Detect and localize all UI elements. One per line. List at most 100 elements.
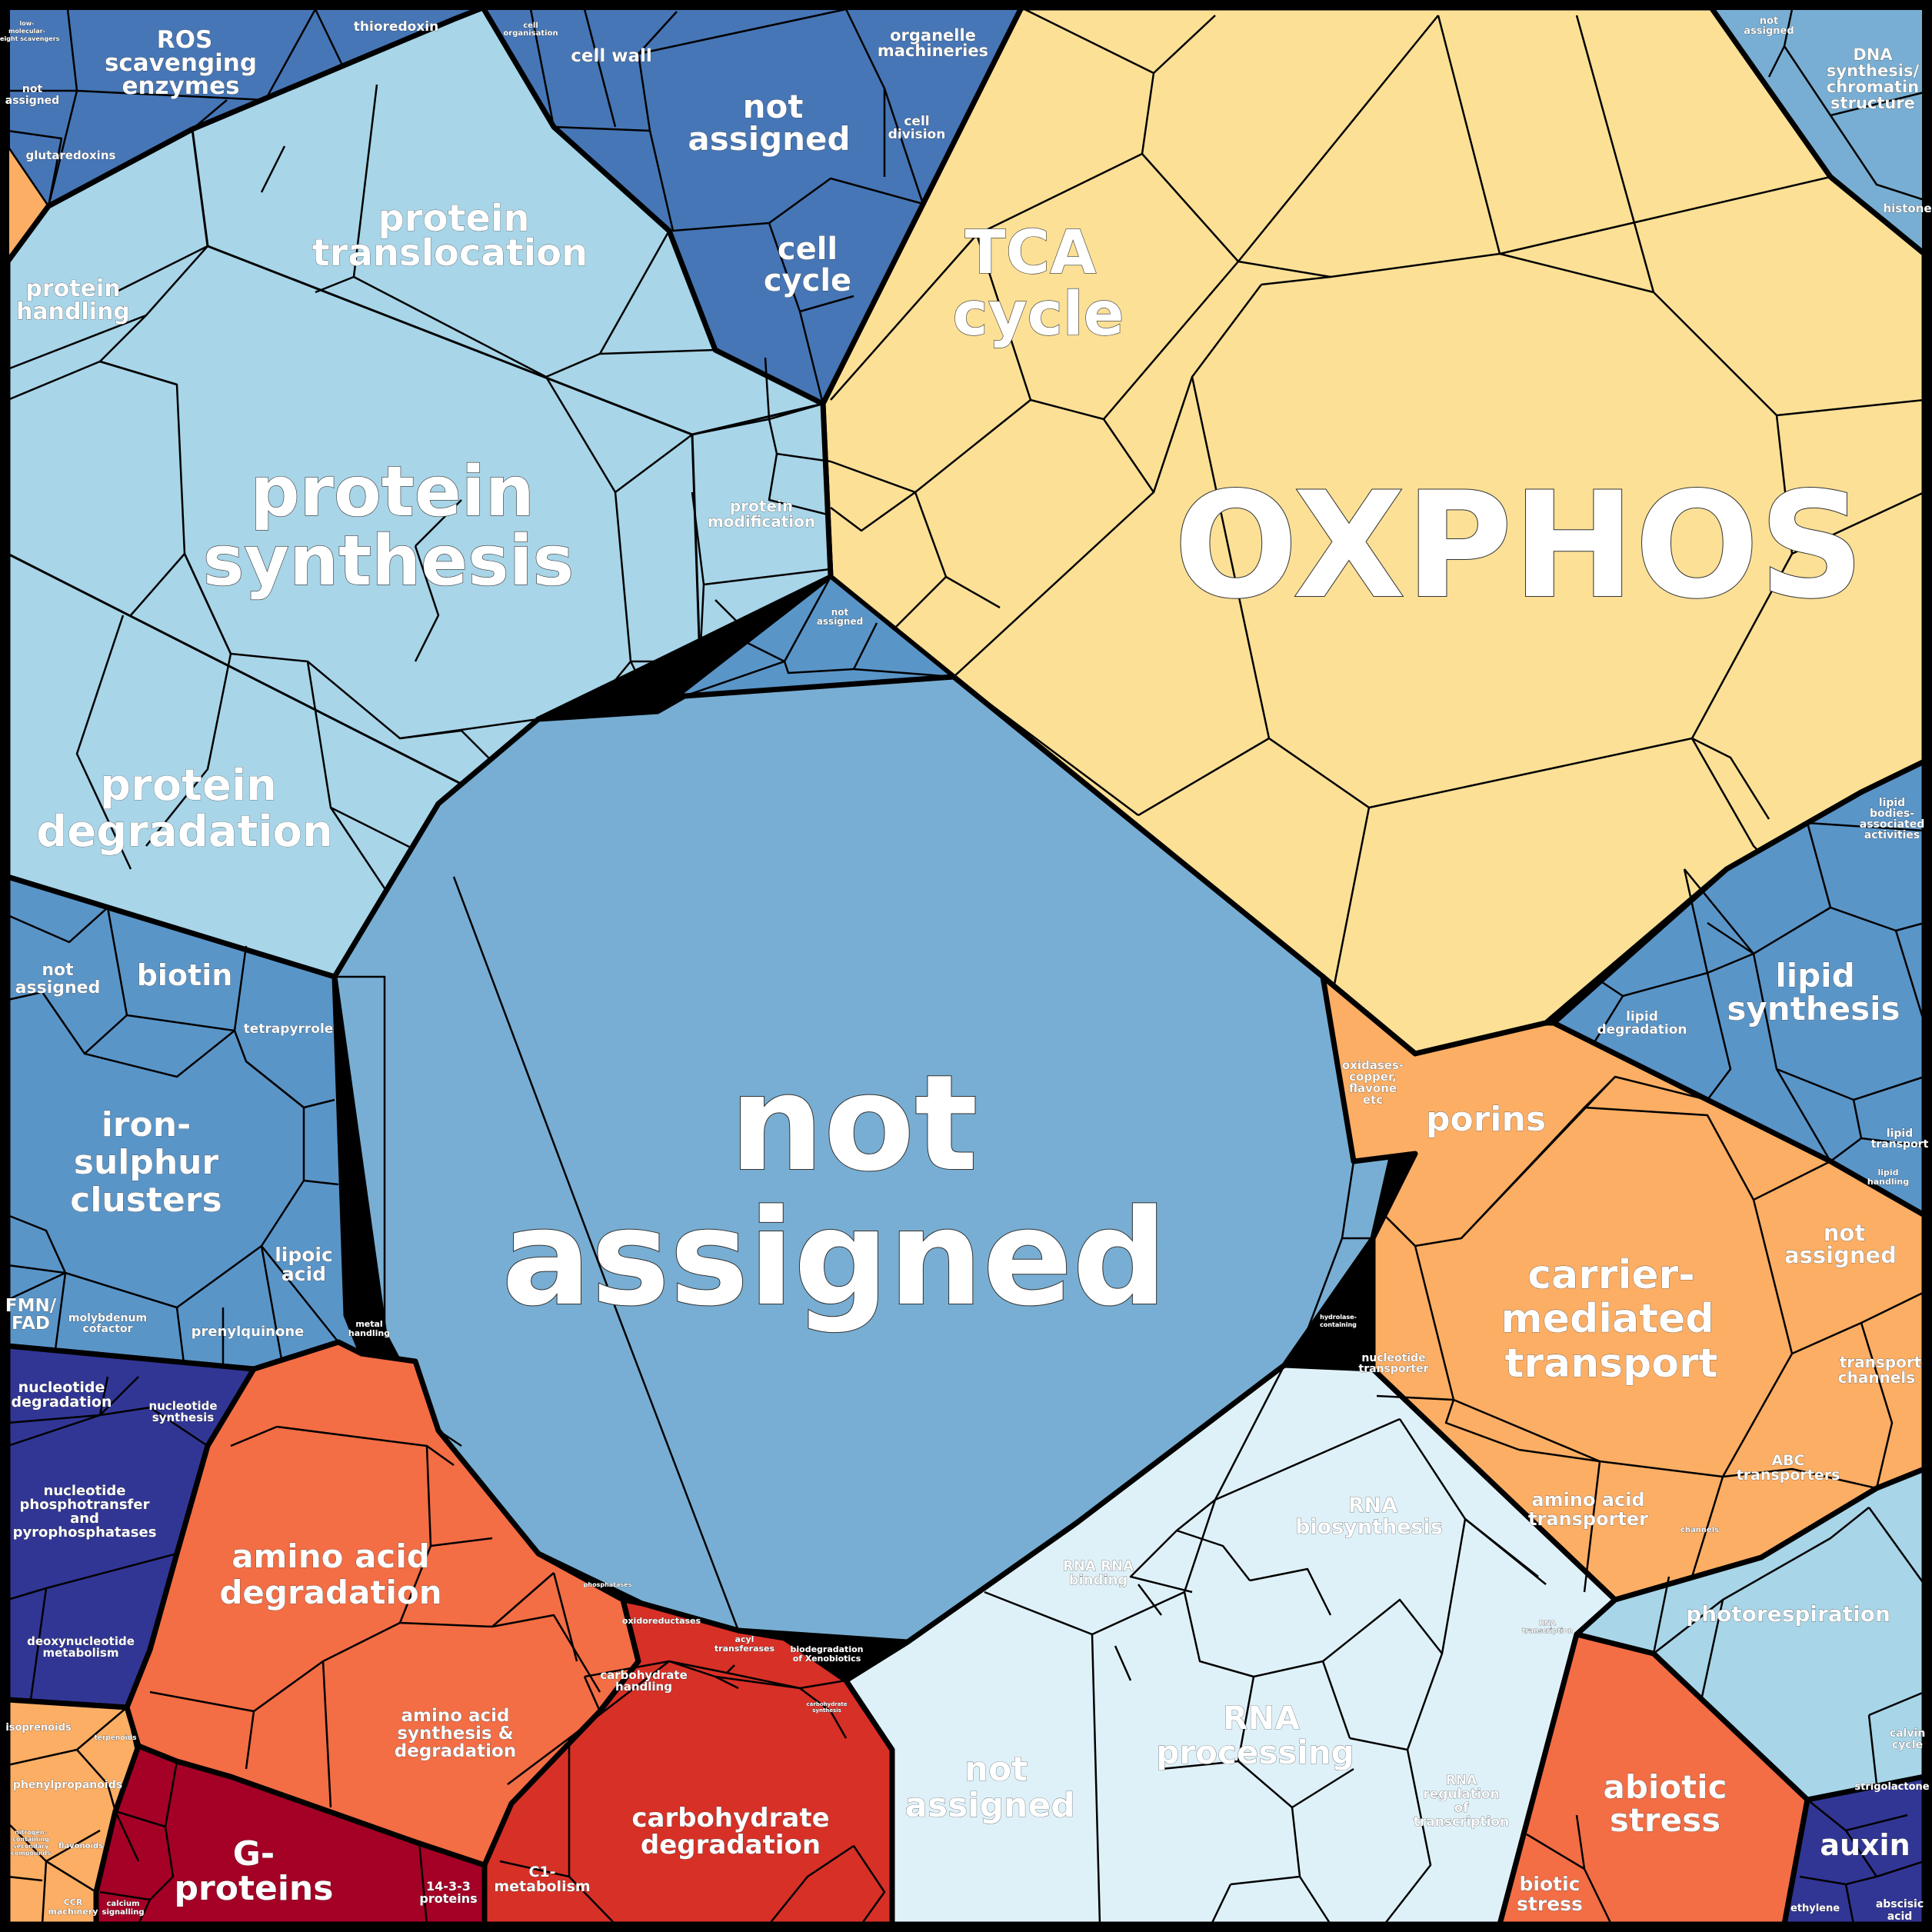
- label-protein-degradation-b: degradation: [36, 807, 333, 857]
- label-cell-division-a: cell: [904, 114, 929, 129]
- label-abscisic-b: acid: [1887, 1910, 1913, 1923]
- region-cofactor: [5, 874, 365, 1377]
- label-lipoic-b: acid: [281, 1263, 326, 1285]
- label-channels: channels: [1681, 1526, 1719, 1534]
- region-hormones: [1781, 1774, 1927, 1927]
- label-nucleotide-transporter-a: nucleotide: [1361, 1352, 1425, 1364]
- label-nuc-phospho-b: phosphotransfer: [20, 1497, 150, 1513]
- label-carb-synthesis-a: carbohydrate: [807, 1701, 848, 1707]
- label-fmn-a: FMN/: [5, 1296, 57, 1316]
- label-rna-binding-a: RNA RNA: [1063, 1558, 1134, 1574]
- label-protein-modification-b: modification: [708, 512, 815, 531]
- label-not-assigned-cof-a: not: [42, 961, 74, 980]
- label-rna-processing-b: processing: [1156, 1734, 1354, 1771]
- label-abiotic-b: stress: [1610, 1801, 1720, 1839]
- label-carrier-b: mediated: [1501, 1296, 1714, 1342]
- label-phenylpropanoids: phenylpropanoids: [13, 1779, 122, 1791]
- label-rna-transcription-a: RNA: [1539, 1620, 1555, 1627]
- label-ccr-b: machinery: [48, 1907, 98, 1917]
- label-biodeg-a: biodegradation: [791, 1644, 864, 1654]
- label-abc-b: transporters: [1737, 1467, 1840, 1484]
- label-nuc-phospho-c: and: [70, 1511, 99, 1527]
- label-dna-a: DNA: [1853, 45, 1893, 64]
- label-cell-wall: cell wall: [571, 46, 652, 66]
- label-aa-synthesis-b: synthesis &: [397, 1724, 513, 1744]
- label-oxphos: OXPHOS: [1174, 461, 1864, 631]
- label-not-assigned-ros-a: not: [22, 83, 43, 95]
- label-iron-c: clusters: [70, 1181, 222, 1220]
- label-lipid-degradation-a: lipid: [1626, 1009, 1658, 1024]
- label-protein-translocation-a: protein: [378, 197, 529, 240]
- label-g-proteins-b: proteins: [175, 1869, 334, 1908]
- label-nitrogen-c: secondary: [13, 1843, 49, 1850]
- label-acyl-a: acyl: [735, 1634, 754, 1644]
- label-transport-channels-a: transport: [1840, 1353, 1922, 1371]
- label-deoxy-b: metabolism: [43, 1646, 119, 1660]
- label-nucleotide-transporter-b: transporter: [1359, 1363, 1429, 1375]
- label-lipid-handling-b: handling: [1867, 1177, 1909, 1187]
- label-organelle-b: machineries: [878, 42, 988, 60]
- label-cell-cycle-a: cell: [778, 232, 838, 267]
- label-low-mw-b: molecular-: [8, 28, 45, 35]
- label-lipid-bodies-a: lipid: [1879, 797, 1905, 809]
- label-dna-b: synthesis/: [1827, 62, 1920, 80]
- label-histone: histone: [1883, 202, 1931, 215]
- label-rna-regulation-d: transcription: [1414, 1814, 1509, 1830]
- label-not-assigned-ros-b: assigned: [5, 95, 59, 107]
- label-not-assigned-top-a: not: [831, 607, 849, 618]
- label-thioredoxin: thioredoxin: [354, 19, 438, 35]
- label-carb-handling-b: handling: [615, 1680, 672, 1694]
- label-nitrogen-a: nitrogen-: [15, 1829, 47, 1836]
- label-ros-b: scavenging: [105, 49, 257, 77]
- label-lipid-transport-a: lipid: [1887, 1128, 1913, 1140]
- label-rna-binding-b: binding: [1069, 1572, 1128, 1588]
- label-calvin-a: calvin: [1890, 1727, 1925, 1740]
- label-biotic-a: biotic: [1520, 1873, 1581, 1895]
- label-rna-regulation-a: RNA: [1446, 1773, 1477, 1788]
- label-photorespiration: photorespiration: [1686, 1601, 1890, 1627]
- label-aa-degradation-b: degradation: [219, 1574, 441, 1611]
- label-biodeg-b: of Xenobiotics: [793, 1654, 861, 1664]
- label-terpenoids: terpenoids: [95, 1734, 137, 1742]
- labels: OXPHOS not assigned TCA cycle protein sy…: [0, 15, 1932, 1924]
- label-cell-cycle-b: cycle: [764, 263, 851, 298]
- label-nuc-phospho-a: nucleotide: [44, 1483, 126, 1499]
- label-aa-degradation-a: amino acid: [232, 1537, 430, 1575]
- label-biotin: biotin: [137, 958, 233, 992]
- label-cell-division-b: division: [888, 127, 946, 142]
- label-transport-channels-b: channels: [1838, 1368, 1915, 1387]
- label-isoprenoids: isoprenoids: [5, 1722, 72, 1734]
- label-lipid-degradation-b: degradation: [1597, 1022, 1687, 1038]
- label-not-assigned-cell-a: not: [743, 88, 804, 125]
- label-not-assigned-transport-b: assigned: [1784, 1242, 1897, 1268]
- label-1433-b: proteins: [419, 1891, 477, 1906]
- label-fmn-b: FAD: [12, 1314, 50, 1334]
- label-oxidases-c: flavone: [1349, 1081, 1397, 1095]
- label-not-assigned-cell-b: assigned: [688, 120, 850, 158]
- label-cell-organisation-b: organisation: [503, 29, 558, 38]
- label-ros-c: enzymes: [122, 72, 239, 100]
- label-prenylquinone: prenylquinone: [192, 1324, 305, 1340]
- label-calvin-b: cycle: [1892, 1739, 1923, 1751]
- label-lipid-synthesis-a: lipid: [1775, 957, 1854, 994]
- label-amino-acid-transporter-b: transporter: [1528, 1508, 1648, 1530]
- label-carrier-c: transport: [1504, 1341, 1717, 1387]
- label-tetrapyrrole: tetrapyrrole: [244, 1021, 334, 1037]
- label-abscisic-a: abscisic: [1876, 1898, 1924, 1910]
- label-oxidoreductases: oxidoreductases: [622, 1616, 701, 1626]
- label-nuc-synthesis-a: nucleotide: [148, 1399, 217, 1413]
- label-protein-handling-b: handling: [16, 298, 130, 325]
- label-porins: porins: [1426, 1100, 1546, 1139]
- label-abc-a: ABC: [1771, 1452, 1804, 1469]
- label-nitrogen-b: containing: [12, 1836, 49, 1843]
- label-nitrogen-d: compounds: [11, 1850, 51, 1857]
- label-lipid-synthesis-b: synthesis: [1727, 990, 1900, 1028]
- label-protein-synthesis-b: synthesis: [203, 521, 574, 601]
- label-not-assigned-dna-a: not: [1760, 15, 1778, 27]
- label-deoxy-a: deoxynucleotide: [27, 1634, 135, 1648]
- label-dna-d: structure: [1830, 94, 1915, 112]
- label-lipid-handling-a: lipid: [1877, 1168, 1898, 1178]
- label-calcium-b: signalling: [102, 1908, 145, 1917]
- label-iron-a: iron-: [102, 1105, 192, 1144]
